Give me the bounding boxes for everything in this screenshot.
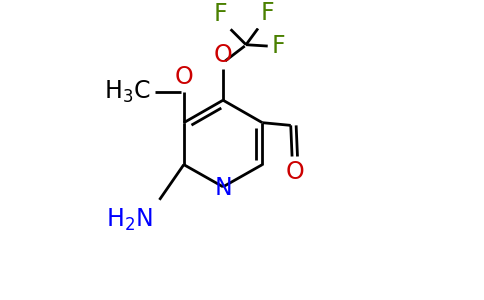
Text: O: O: [286, 160, 304, 184]
Text: N: N: [214, 176, 232, 200]
Text: O: O: [174, 65, 193, 89]
Text: H$_3$C: H$_3$C: [104, 78, 151, 105]
Text: H$_2$N: H$_2$N: [106, 207, 152, 233]
Text: F: F: [260, 1, 274, 25]
Text: O: O: [213, 43, 232, 67]
Text: F: F: [213, 2, 227, 26]
Text: F: F: [272, 34, 286, 58]
